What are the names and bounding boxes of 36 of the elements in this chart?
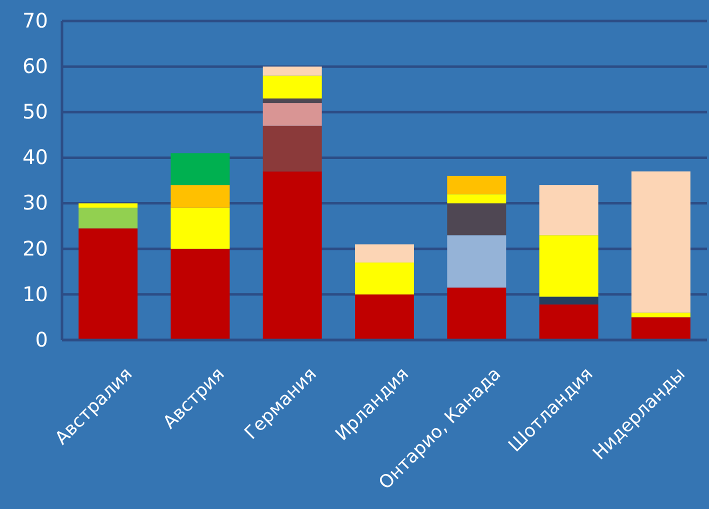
- y-tick-label: 20: [22, 236, 48, 260]
- bar: [631, 312, 690, 318]
- bar: [539, 296, 598, 304]
- bar: [262, 98, 322, 104]
- y-tick-label: 0: [35, 327, 48, 352]
- bar: [539, 185, 598, 236]
- bar: [447, 194, 506, 204]
- y-tick-label: 10: [22, 282, 48, 306]
- bar: [170, 153, 230, 186]
- bar: [78, 203, 138, 208]
- bar: [262, 171, 322, 340]
- y-tick-label: 60: [22, 54, 48, 78]
- bar: [539, 304, 598, 340]
- bar: [631, 317, 690, 340]
- bar: [447, 235, 506, 288]
- bar: [262, 66, 322, 76]
- bar: [78, 208, 138, 228]
- bar: [447, 203, 506, 236]
- bar: [262, 103, 322, 126]
- bar: [355, 244, 414, 263]
- bar: [78, 228, 138, 340]
- bar: [262, 126, 322, 172]
- bar: [355, 262, 414, 294]
- bar: [170, 248, 230, 340]
- bar: [631, 171, 690, 313]
- y-tick-label: 40: [22, 145, 48, 170]
- bar: [170, 185, 230, 208]
- bar: [447, 288, 506, 340]
- bar: [355, 294, 414, 340]
- y-tick-label: 30: [22, 190, 48, 215]
- y-tick-label: 70: [22, 8, 48, 32]
- bar: [447, 176, 506, 194]
- bar: [539, 235, 598, 297]
- y-tick-label: 50: [22, 100, 48, 124]
- bar: [170, 208, 230, 249]
- bar: [262, 76, 322, 98]
